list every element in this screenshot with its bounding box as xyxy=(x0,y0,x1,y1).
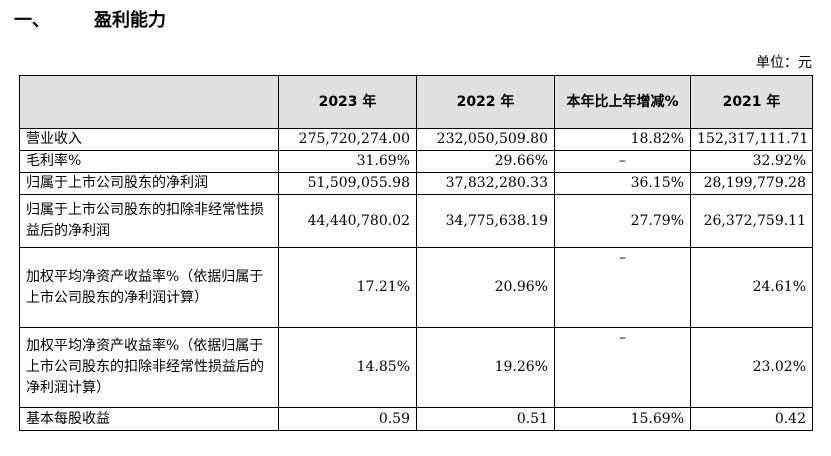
cell-change: – xyxy=(554,247,691,328)
cell-2022: 19.26% xyxy=(416,327,555,408)
table-header-row: 2023 年 2022 年 本年比上年增减% 2021 年 xyxy=(19,75,813,129)
cell-2023: 31.69% xyxy=(278,150,417,173)
cell-2021: 28,199,779.28 xyxy=(690,172,813,195)
cell-2021: 23.02% xyxy=(690,327,813,408)
cell-2022: 20.96% xyxy=(416,247,555,328)
cell-2022: 29.66% xyxy=(416,150,555,173)
cell-2021: 24.61% xyxy=(690,247,813,328)
cell-change: 36.15% xyxy=(554,172,691,195)
table-row: 基本每股收益 0.59 0.51 15.69% 0.42 xyxy=(19,407,813,431)
table-row: 归属于上市公司股东的扣除非经常性损益后的净利润 44,440,780.02 34… xyxy=(19,194,813,248)
row-label: 基本每股收益 xyxy=(19,407,279,431)
cell-2021: 26,372,759.11 xyxy=(690,194,813,248)
profitability-table: 2023 年 2022 年 本年比上年增减% 2021 年 营业收入 275,7… xyxy=(19,75,813,431)
cell-2022: 37,832,280.33 xyxy=(416,172,555,195)
cell-2022: 34,775,638.19 xyxy=(416,194,555,248)
cell-change: 15.69% xyxy=(554,407,691,431)
cell-2023: 275,720,274.00 xyxy=(278,128,417,151)
cell-2021: 32.92% xyxy=(690,150,813,173)
section-title: 盈利能力 xyxy=(94,10,166,31)
row-label: 归属于上市公司股东的扣除非经常性损益后的净利润 xyxy=(19,194,279,248)
cell-2023: 0.59 xyxy=(278,407,417,431)
cell-2023: 17.21% xyxy=(278,247,417,328)
cell-2022: 0.51 xyxy=(416,407,555,431)
table-row: 加权平均净资产收益率%（依据归属于上市公司股东的净利润计算） 17.21% 20… xyxy=(19,247,813,328)
header-change: 本年比上年增减% xyxy=(554,75,691,129)
table-row: 加权平均净资产收益率%（依据归属于上市公司股东的扣除非经常性损益后的净利润计算）… xyxy=(19,327,813,408)
table-row: 归属于上市公司股东的净利润 51,509,055.98 37,832,280.3… xyxy=(19,172,813,195)
section-heading: 一、 盈利能力 xyxy=(14,4,166,34)
section-number: 一、 xyxy=(14,10,50,31)
unit-label: 单位：元 xyxy=(756,55,812,71)
table-row: 营业收入 275,720,274.00 232,050,509.80 18.82… xyxy=(19,128,813,151)
cell-change: – xyxy=(554,150,691,173)
cell-change: 18.82% xyxy=(554,128,691,151)
row-label: 归属于上市公司股东的净利润 xyxy=(19,172,279,195)
cell-2023: 14.85% xyxy=(278,327,417,408)
row-label: 加权平均净资产收益率%（依据归属于上市公司股东的净利润计算） xyxy=(19,247,279,328)
cell-2021: 0.42 xyxy=(690,407,813,431)
header-2023: 2023 年 xyxy=(278,75,417,129)
cell-change: – xyxy=(554,327,691,408)
header-2021: 2021 年 xyxy=(690,75,813,129)
cell-2021: 152,317,111.71 xyxy=(690,128,813,151)
row-label: 加权平均净资产收益率%（依据归属于上市公司股东的扣除非经常性损益后的净利润计算） xyxy=(19,327,279,408)
header-item xyxy=(19,75,279,129)
table-row: 毛利率% 31.69% 29.66% – 32.92% xyxy=(19,150,813,173)
row-label: 营业收入 xyxy=(19,128,279,151)
cell-2022: 232,050,509.80 xyxy=(416,128,555,151)
row-label: 毛利率% xyxy=(19,150,279,173)
cell-change: 27.79% xyxy=(554,194,691,248)
header-2022: 2022 年 xyxy=(416,75,555,129)
cell-2023: 51,509,055.98 xyxy=(278,172,417,195)
cell-2023: 44,440,780.02 xyxy=(278,194,417,248)
